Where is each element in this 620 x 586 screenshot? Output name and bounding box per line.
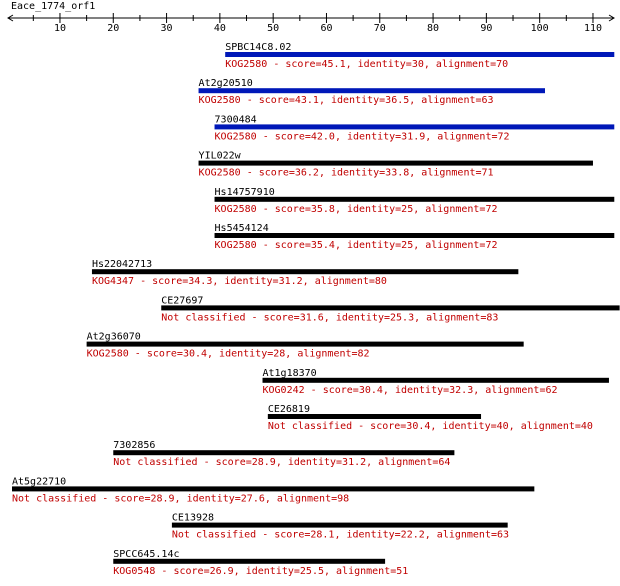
hit-description[interactable]: Not classified - score=30.4, identity=40… xyxy=(268,421,593,432)
hit-name[interactable]: 7300484 xyxy=(215,114,257,125)
hit-description[interactable]: KOG2580 - score=43.1, identity=36.5, ali… xyxy=(199,95,494,106)
alignment-bar[interactable] xyxy=(91,269,519,275)
hit-description[interactable]: KOG2580 - score=45.1, identity=30, align… xyxy=(225,59,508,70)
hit-row[interactable]: At1g18370 KOG0242 - score=30.4, identity=… xyxy=(262,368,609,396)
alignment-bar[interactable] xyxy=(161,305,620,311)
hit-row[interactable]: Hs14757910 KOG2580 - score=35.8, identity… xyxy=(214,187,615,215)
alignment-bar[interactable] xyxy=(214,233,615,238)
hit-description[interactable]: KOG0242 - score=30.4, identity=32.3, ali… xyxy=(263,385,558,396)
hit-description[interactable]: Not classified - score=28.9, identity=31… xyxy=(113,457,450,468)
tick-label: 50 xyxy=(267,23,279,34)
hit-row[interactable]: CE27697 Not classified - score=31.6, iden… xyxy=(161,295,620,323)
hit-row[interactable]: At5g22710 Not classified - score=28.9, id… xyxy=(12,476,535,504)
alignment-bar[interactable] xyxy=(198,88,546,94)
hit-row[interactable]: SPBC14C8.02 KOG2580 - score=45.1, identit… xyxy=(225,42,615,70)
hit-row[interactable]: Hs5454124 KOG2580 - score=35.4, identity=… xyxy=(214,223,615,251)
hit-name[interactable]: SPBC14C8.02 xyxy=(225,42,291,53)
hit-description[interactable]: KOG4347 - score=34.3, identity=31.2, ali… xyxy=(92,276,387,287)
hit-name[interactable]: SPCC645.14c xyxy=(113,549,179,560)
tick-label: 30 xyxy=(161,23,173,34)
hit-row[interactable]: CE26819 Not classified - score=30.4, iden… xyxy=(267,404,593,432)
hit-description[interactable]: KOG2580 - score=42.0, identity=31.9, ali… xyxy=(215,131,510,142)
hit-description[interactable]: KOG0548 - score=26.9, identity=25.5, ali… xyxy=(113,566,408,577)
hit-name[interactable]: At2g20510 xyxy=(199,78,253,89)
hit-row[interactable]: At2g20510 KOG2580 - score=43.1, identity=… xyxy=(198,78,546,106)
alignment-bar[interactable] xyxy=(214,124,615,130)
hit-row[interactable]: YIL022w KOG2580 - score=36.2, identity=33… xyxy=(198,151,593,179)
tick-label: 20 xyxy=(107,23,119,34)
hit-name[interactable]: At2g36070 xyxy=(87,332,141,343)
hit-name[interactable]: Hs22042713 xyxy=(92,259,152,270)
alignment-bar[interactable] xyxy=(198,160,593,166)
query-title: Eace_1774_orf1 xyxy=(11,1,95,12)
tick-label: 110 xyxy=(584,23,602,34)
tick-label: 10 xyxy=(54,23,66,34)
alignment-bar[interactable] xyxy=(113,558,386,564)
hit-name[interactable]: YIL022w xyxy=(199,151,242,162)
hit-row[interactable]: 7302856 Not classified - score=28.9, iden… xyxy=(113,440,455,468)
tick-label: 90 xyxy=(480,23,492,34)
hit-description[interactable]: Not classified - score=28.1, identity=22… xyxy=(172,530,509,541)
hit-description[interactable]: Not classified - score=28.9, identity=27… xyxy=(12,493,349,504)
alignment-bar[interactable] xyxy=(113,450,455,456)
hit-description[interactable]: KOG2580 - score=36.2, identity=33.8, ali… xyxy=(199,168,494,179)
alignment-bar[interactable] xyxy=(12,486,535,492)
tick-label: 40 xyxy=(214,23,226,34)
hit-name[interactable]: CE26819 xyxy=(268,404,310,415)
sequence-ruler: 10 20 30 40 50 60 70 80 90 100 110 xyxy=(7,13,615,34)
hit-description[interactable]: KOG2580 - score=35.4, identity=25, align… xyxy=(215,240,498,251)
hit-row[interactable]: SPCC645.14c KOG0548 - score=26.9, identit… xyxy=(113,549,408,577)
ruler-left-arrow xyxy=(7,14,14,22)
hit-row[interactable]: At2g36070 KOG2580 - score=30.4, identity=… xyxy=(86,332,524,360)
hit-name[interactable]: Hs5454124 xyxy=(215,223,269,234)
hit-description[interactable]: KOG2580 - score=30.4, identity=28, align… xyxy=(87,349,370,360)
alignment-bar[interactable] xyxy=(267,414,482,419)
hit-row[interactable]: 7300484 KOG2580 - score=42.0, identity=31… xyxy=(214,114,615,142)
hit-row[interactable]: Hs22042713 KOG4347 - score=34.3, identity… xyxy=(91,259,519,287)
hit-name[interactable]: CE13928 xyxy=(172,513,214,524)
ruler-right-arrow xyxy=(608,14,615,22)
hit-name[interactable]: CE27697 xyxy=(161,295,203,306)
hit-name[interactable]: At5g22710 xyxy=(12,476,66,487)
tick-label: 100 xyxy=(531,23,549,34)
hit-description[interactable]: KOG2580 - score=35.8, identity=25, align… xyxy=(215,204,498,215)
hit-name[interactable]: 7302856 xyxy=(113,440,155,451)
hit-row[interactable]: CE13928 Not classified - score=28.1, iden… xyxy=(171,513,509,541)
alignment-bar[interactable] xyxy=(214,196,615,202)
alignment-bar[interactable] xyxy=(262,377,609,383)
tick-label: 70 xyxy=(374,23,386,34)
hit-list: SPBC14C8.02 KOG2580 - score=45.1, identit… xyxy=(12,42,620,577)
alignment-bar[interactable] xyxy=(86,341,524,347)
tick-label: 80 xyxy=(427,23,439,34)
hit-name[interactable]: Hs14757910 xyxy=(215,187,275,198)
hit-name[interactable]: At1g18370 xyxy=(263,368,317,379)
alignment-bar[interactable] xyxy=(225,52,615,57)
tick-label: 60 xyxy=(320,23,332,34)
hit-description[interactable]: Not classified - score=31.6, identity=25… xyxy=(161,312,498,323)
alignment-bar[interactable] xyxy=(171,522,508,528)
